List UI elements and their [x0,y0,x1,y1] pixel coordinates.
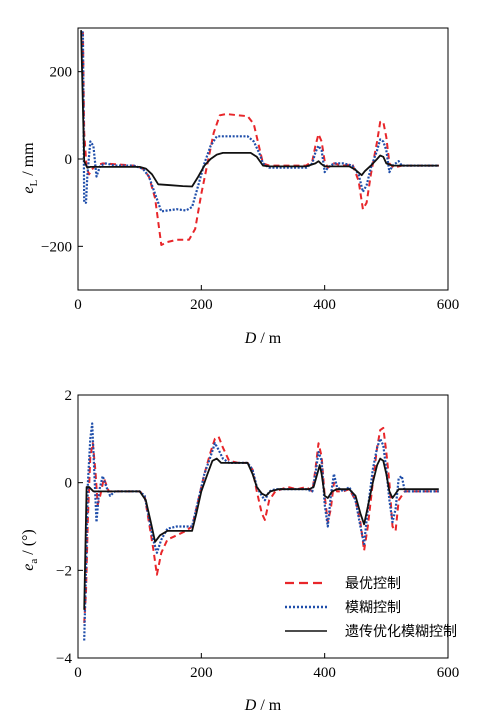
x-tick-label-bottom: 200 [190,665,213,681]
x-axis-var-top: D [244,330,257,347]
x-axis-label-top: D / m [244,330,282,347]
axis-ticks-bottom: 0 200 400 600 2 0 −2 −4 [56,388,459,681]
series-line-optimal-top [81,31,439,246]
y-tick-label-bottom: −2 [56,563,72,579]
x-tick-label-bottom: 400 [313,665,336,681]
x-tick-label-top: 400 [313,297,336,313]
y-tick-label-top: 200 [50,65,73,81]
y-tick-label-top: 0 [65,152,73,168]
legend: 最优控制 模糊控制 遗传优化模糊控制 [285,576,457,640]
y-tick-label-bottom: 0 [65,476,73,492]
x-tick-label-top: 600 [437,297,460,313]
y-axis-unit-top: / mm [20,142,37,180]
y-tick-label-bottom: 2 [65,388,73,404]
legend-label-optimal: 最优控制 [345,576,401,592]
chart-top: 0 200 400 600 200 0 −200 eL / mm D / m [20,27,459,347]
plot-frame-top [77,27,449,291]
y-axis-sub-bottom: a [28,559,40,564]
x-tick-label-bottom: 0 [74,665,82,681]
x-tick-label-top: 200 [190,297,213,313]
legend-label-fuzzy: 模糊控制 [345,600,401,616]
plot-area-top [80,30,439,246]
x-tick-label-top: 0 [74,297,82,313]
axis-ticks-top: 0 200 400 600 200 0 −200 [41,65,459,313]
y-axis-label-bottom: ea / (°) [20,529,40,571]
series-line-ga-top [80,30,439,188]
series-line-fuzzy-top [81,31,439,213]
x-axis-unit-top: / m [256,330,281,347]
plot-frame-bottom [77,394,449,659]
y-axis-var-bottom: e [20,564,37,571]
y-axis-label-top: eL / mm [20,142,40,194]
x-axis-unit-bottom: / m [256,697,281,714]
y-axis-unit-bottom: / (°) [20,529,37,559]
chart-bottom: 0 200 400 600 2 0 −2 −4 ea / (°) D / m 最优控制 模糊控… [20,388,459,714]
x-axis-var-bottom: D [244,697,257,714]
series-line-ga-bottom [83,457,439,610]
x-tick-label-bottom: 600 [437,665,460,681]
y-tick-label-bottom: −4 [56,651,72,667]
y-axis-sub-top: L [28,179,40,186]
y-tick-label-top: −200 [41,239,72,255]
x-axis-label-bottom: D / m [244,697,282,714]
legend-label-ga: 遗传优化模糊控制 [345,624,457,640]
plot-area-bottom [83,422,439,641]
y-axis-var-top: e [20,186,37,193]
